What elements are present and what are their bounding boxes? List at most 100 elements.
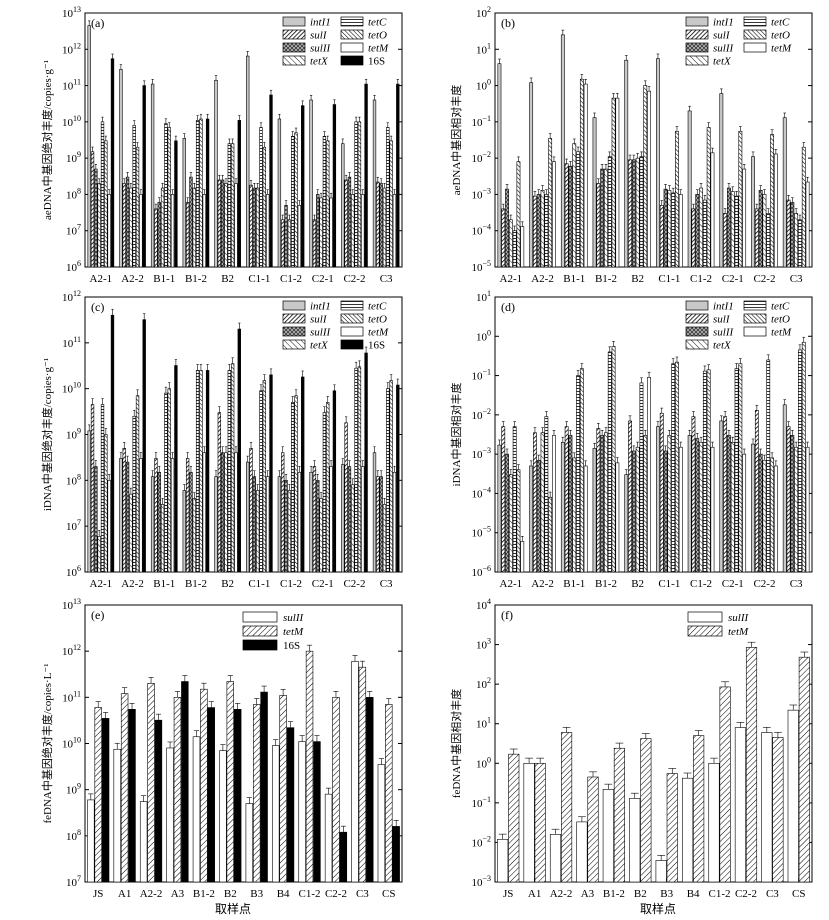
panel-c-bar-tetC [259, 390, 263, 573]
panel-a-legend-label-sulI: sulI [310, 30, 328, 42]
panel-a-bar-sulII [379, 183, 383, 268]
panel-e-bar-16S [207, 707, 215, 883]
panel-d-bar-sulII [758, 453, 763, 573]
panel-e-bar-sulII [192, 736, 201, 883]
panel-c-bar-sulI [185, 458, 190, 573]
panel-d-bar-tetM [583, 465, 588, 573]
panel-d-bar-tetX [762, 459, 767, 573]
panel-d-bar-tetM [552, 435, 556, 573]
panel-a-bar-tetO [357, 121, 362, 268]
panel-d-x-tick-label: B1-2 [595, 578, 617, 590]
panel-c-y-tick-label: 1011 [62, 335, 81, 350]
panel-a-bar-tetC [322, 135, 327, 268]
panel-d-bar-sulII [727, 435, 731, 573]
panel-e-panel-tag: (e) [91, 608, 104, 622]
panel-c-bar-tetC [291, 402, 295, 573]
panel-b-bar-tetC [702, 199, 707, 268]
panel-d-legend-swatch-sulII [685, 326, 709, 337]
panel-c-bar-tetM [234, 452, 238, 573]
panel-e-x-axis-title: 取样点 [215, 901, 251, 916]
panel-e-y-tick-label: 1011 [62, 689, 81, 704]
panel-b-legend-swatch-tetX [685, 55, 709, 66]
panel-a-bar-tetX [319, 197, 323, 268]
panel-a-x-tick-label: B1-1 [153, 273, 175, 285]
panel-c-legend-swatch-intI1 [282, 300, 306, 311]
panel-b-x-tick-label: A2-1 [500, 273, 523, 285]
panel-b-bar-tetO [643, 85, 648, 268]
panel-b-x-tick-label: C2-1 [722, 273, 744, 285]
panel-e-bar-sulII [272, 745, 280, 883]
panel-d-bar-tetM [773, 465, 778, 573]
panel-a-legend-swatch-intI1 [282, 16, 306, 27]
panel-a-legend-label-tetC: tetC [368, 17, 387, 29]
panel-b-bar-tetC [607, 156, 612, 268]
panel-c-bar-intI1 [277, 476, 282, 573]
panel-f-bar-tetM [666, 773, 678, 883]
panel-d-legend-label-sulII: sulII [713, 327, 735, 339]
panel-a-bar-tetM [202, 194, 206, 268]
panel-c-bar-tetM [266, 476, 270, 573]
panel-f-bar-sulII [734, 727, 746, 883]
panel-c-bar-tetX [160, 503, 165, 573]
panel-e-y-tick-label: 107 [66, 874, 81, 889]
panel-d-bar-tetO [516, 469, 521, 573]
panel-f-x-tick-label: B4 [687, 888, 700, 900]
panel-a-bar-tetM [234, 183, 238, 268]
panel-b-bar-tetC [576, 151, 580, 268]
panel-a-bar-sulII [157, 202, 161, 268]
panel-e-bar-16S [128, 709, 136, 883]
panel-c-legend-swatch-sulII [282, 326, 306, 337]
panel-a-bar-tetO [262, 146, 267, 268]
panel-c-bar-sulII [347, 466, 352, 573]
panel-c-bar-tetC [164, 392, 168, 573]
panel-c-legend-label-intI1: intI1 [310, 301, 331, 313]
panel-c-y-tick-label: 107 [66, 518, 81, 533]
panel-b-x-tick-label: C3 [790, 273, 803, 285]
panel-a-bar-tetC [100, 121, 105, 268]
panel-c-bar-sulII [220, 452, 225, 573]
panel-c-x-tick-label: A2-1 [90, 578, 113, 590]
panel-c-bar-intI1 [214, 476, 218, 573]
panel-c-bar-tetM [202, 452, 206, 573]
panel-b-y-tick-label: 10−1 [471, 114, 491, 129]
panel-d-legend-label-tetX: tetX [713, 340, 732, 352]
panel-d-y-tick-label: 100 [476, 328, 491, 343]
panel-a-bar-tetX [382, 187, 387, 268]
panel-a-bar-16S [269, 94, 273, 268]
panel-b-bar-tetM [615, 97, 620, 268]
panel-e-bar-16S [260, 691, 268, 883]
panel-d-legend-label-tetC: tetC [771, 301, 790, 313]
panel-f-x-axis-title: 取样点 [640, 901, 676, 916]
panel-a-bar-tetM [139, 194, 143, 268]
panel-f-bar-sulII [682, 777, 694, 883]
panel-e-bar-tetM [173, 697, 182, 883]
panel-d-legend-label-sulI: sulI [713, 314, 731, 326]
panel-a-legend-swatch-16S [340, 55, 364, 66]
panel-d-bar-tetX [508, 474, 513, 573]
panel-d-bar-sulII [695, 438, 700, 573]
panel-c-bar-tetX [351, 484, 355, 573]
panel-d-bar-tetC [766, 359, 771, 573]
panel-a-y-tick-label: 1010 [62, 114, 81, 129]
panel-f-bar-sulII [602, 789, 614, 883]
panel-c-y-axis-title: iDNA中基因绝对丰度/copies·g⁻¹ [40, 358, 54, 511]
panel-c-legend-label-tetO: tetO [368, 314, 387, 326]
panel-b-bar-tetO [611, 97, 616, 268]
panel-c-bar-tetM [297, 471, 302, 573]
panel-c-bar-16S [332, 390, 337, 573]
panel-d-bar-sulII [790, 435, 795, 573]
panel-b-bar-tetM [583, 83, 588, 268]
panel-d-y-tick-label: 10−4 [471, 485, 491, 500]
panel-b-bar-intI1 [687, 110, 692, 268]
panel-d-bar-sulII [663, 450, 668, 573]
panel-f-bar-tetM [587, 776, 599, 883]
panel-c-bar-tetC [100, 404, 105, 573]
panel-d-bar-sulI [754, 410, 759, 573]
panel-b-bar-tetC [544, 194, 549, 268]
panel-c-bar-16S [237, 328, 241, 573]
panel-b-bar-intI1 [656, 58, 660, 268]
panel-b-y-axis-title: aeDNA中基因相对丰度 [449, 85, 463, 196]
panel-c-y-tick-label: 106 [66, 564, 81, 579]
panel-a-legend-swatch-sulII [282, 42, 306, 53]
panel-d-x-tick-label: C2-1 [722, 578, 744, 590]
